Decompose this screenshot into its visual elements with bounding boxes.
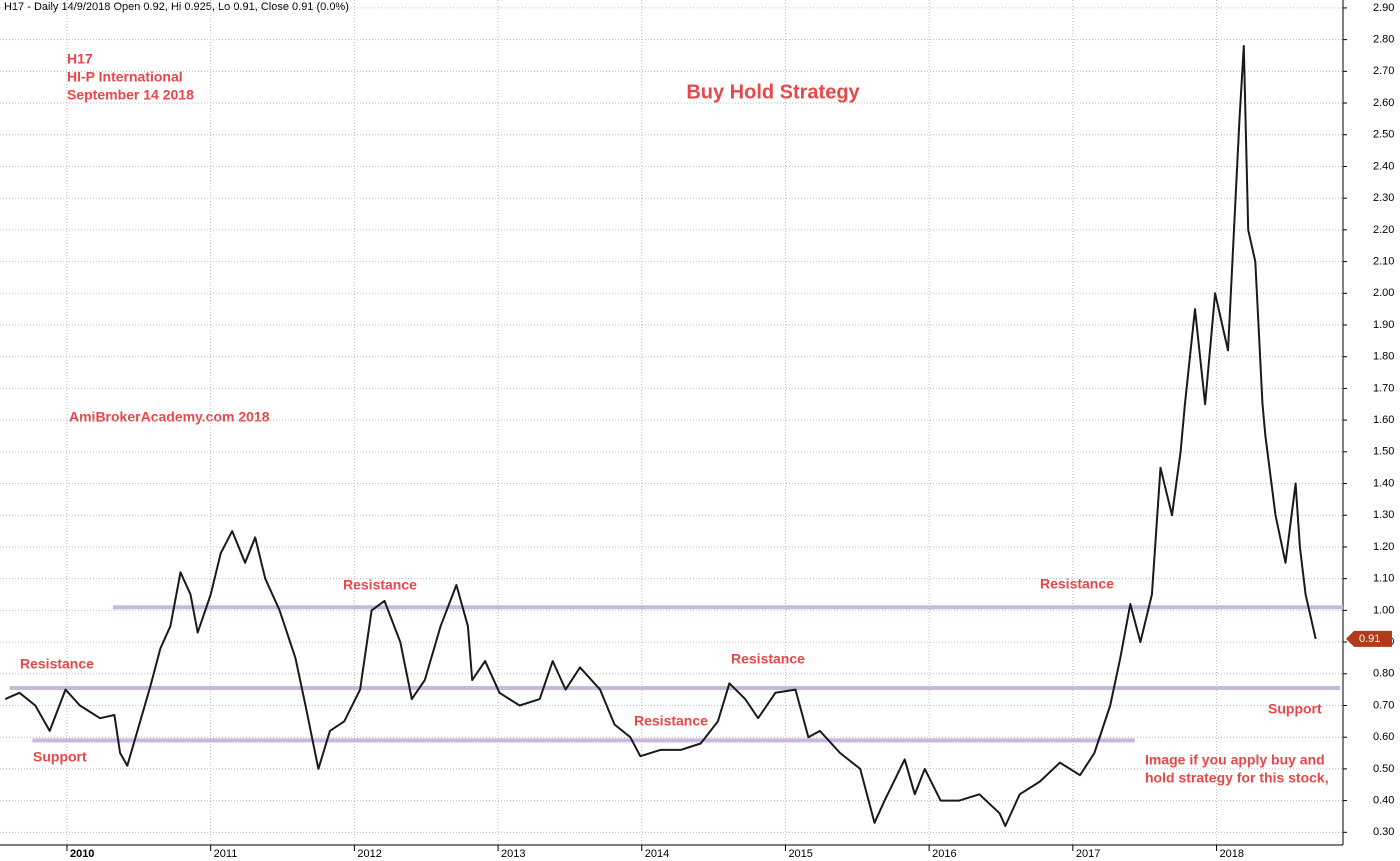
- y-tick-label: 1.30: [1373, 509, 1394, 521]
- x-tick-label: 2017: [1076, 848, 1100, 860]
- last-price-label: 0.91: [1359, 633, 1380, 645]
- y-tick-label: 2.70: [1373, 65, 1394, 77]
- y-tick-label: 0.60: [1373, 731, 1394, 743]
- price-line: [4, 45, 1317, 827]
- y-tick-label: 1.20: [1373, 541, 1394, 553]
- last-price-marker: [1346, 630, 1392, 647]
- x-tick-label: 2010: [70, 848, 94, 860]
- x-tick-label: 2012: [357, 848, 381, 860]
- y-tick-label: 0.30: [1373, 826, 1394, 838]
- subtitle-line: September 14 2018: [67, 87, 194, 103]
- watermark: AmiBrokerAcademy.com 2018: [69, 409, 270, 425]
- y-tick-label: 2.20: [1373, 224, 1394, 236]
- y-tick-label: 1.70: [1373, 382, 1394, 394]
- y-tick-label: 2.10: [1373, 255, 1394, 267]
- y-tick-label: 2.30: [1373, 192, 1394, 204]
- y-tick-label: 2.60: [1373, 97, 1394, 109]
- x-tick-label: 2016: [932, 848, 956, 860]
- annotation: Resistance: [20, 656, 94, 672]
- y-tick-label: 1.40: [1373, 477, 1394, 489]
- subtitle-line: HI-P International: [67, 69, 183, 85]
- y-tick-label: 0.50: [1373, 763, 1394, 775]
- y-tick-label: 1.00: [1373, 604, 1394, 616]
- y-tick-label: 2.90: [1373, 2, 1394, 14]
- y-tick-label: 0.70: [1373, 699, 1394, 711]
- annotation: Image if you apply buy and: [1145, 752, 1325, 768]
- annotation: Resistance: [343, 577, 417, 593]
- y-tick-label: 0.80: [1373, 668, 1394, 680]
- annotation: Resistance: [634, 713, 708, 729]
- y-tick-label: 1.50: [1373, 446, 1394, 458]
- y-tick-label: 2.50: [1373, 129, 1394, 141]
- x-tick-label: 2015: [788, 848, 812, 860]
- annotation: Resistance: [1040, 576, 1114, 592]
- y-tick-label: 1.10: [1373, 573, 1394, 585]
- x-tick-label: 2011: [214, 848, 238, 860]
- annotation: Support: [33, 749, 87, 765]
- annotation: hold strategy for this stock,: [1145, 770, 1329, 786]
- y-tick-label: 1.90: [1373, 319, 1394, 331]
- chart-title: Buy Hold Strategy: [686, 81, 860, 103]
- y-tick-label: 1.80: [1373, 351, 1394, 363]
- y-tick-label: 2.40: [1373, 160, 1394, 172]
- x-tick-label: 2018: [1220, 848, 1244, 860]
- y-tick-label: 2.00: [1373, 287, 1394, 299]
- header: H17 - Daily 14/9/2018 Open 0.92, Hi 0.92…: [4, 1, 349, 13]
- annotation: Support: [1268, 701, 1322, 717]
- y-tick-label: 2.80: [1373, 34, 1394, 46]
- subtitle-line: H17: [67, 51, 93, 67]
- y-tick-label: 1.60: [1373, 414, 1394, 426]
- x-tick-label: 2013: [501, 848, 525, 860]
- x-tick-label: 2014: [645, 848, 669, 860]
- y-tick-label: 0.40: [1373, 795, 1394, 807]
- annotation: Resistance: [731, 651, 805, 667]
